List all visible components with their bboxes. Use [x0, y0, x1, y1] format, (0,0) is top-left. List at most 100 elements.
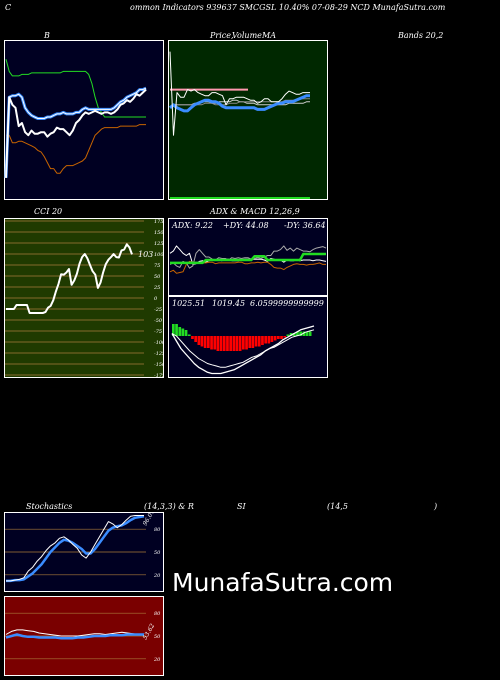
- bollinger-title: B: [44, 31, 50, 40]
- cci-tick-label: 150: [154, 230, 164, 236]
- cci-tick-label: 50: [154, 274, 161, 280]
- macd-chart: 1025.51 1019.45 6.0599999999999: [168, 296, 328, 378]
- price-ma-fast: [169, 94, 310, 113]
- macd-histogram-bar: [238, 336, 242, 351]
- cci-tick-label: -125: [154, 351, 164, 357]
- macd-histogram-bar: [197, 336, 201, 345]
- price-volume-chart: [168, 40, 328, 200]
- cci-tick-label: -50: [154, 318, 163, 324]
- macd-histogram-bar: [232, 336, 236, 351]
- adx-plus-di-label: +DY: 44.08: [223, 221, 269, 230]
- stoch-params: (14,3,3) & R: [144, 502, 194, 511]
- rsi-tick-label: 80: [154, 611, 161, 617]
- macd-histogram-bar: [229, 336, 232, 351]
- rsi-title: SI: [237, 502, 246, 511]
- macd-histogram-bar: [207, 336, 210, 348]
- adx-green-line: [170, 252, 326, 265]
- macd-signal-line: [171, 329, 315, 368]
- macd-histogram-bar: [191, 336, 194, 339]
- bollinger-chart: [4, 40, 164, 200]
- rsi-tick-label: 50: [154, 634, 161, 640]
- cci-title: CCI 20: [34, 207, 63, 216]
- bb-upper-band: [5, 59, 146, 118]
- macd-histogram-bar: [194, 336, 197, 342]
- macd-histogram-bar: [181, 328, 185, 336]
- rsi-line: [5, 633, 144, 640]
- cci-tick-label: -175: [154, 373, 164, 378]
- cci-chart: 175 150 125 100 75 50 25 0 -25 -50 -75 -100 -125 -150…: [4, 218, 164, 378]
- macd-signal-label: 1019.45: [212, 299, 245, 308]
- stoch-tick-label: 80: [154, 527, 161, 533]
- rsi-line-white: [5, 629, 144, 637]
- stoch-tick-label: 50: [154, 550, 161, 556]
- macd-histogram-bar: [286, 334, 290, 336]
- macd-histogram-bar: [302, 331, 306, 336]
- bb-lower-band: [6, 124, 146, 174]
- adx-minus-di: [169, 245, 327, 269]
- cci-tick-label: -25: [154, 307, 162, 313]
- rsi-params-close: ): [434, 502, 438, 511]
- macd-hist-label: 6.0599999999999: [250, 299, 324, 308]
- macd-histogram-bar: [216, 336, 220, 351]
- stoch-k-line: [6, 515, 144, 582]
- macd-histogram-bar: [172, 324, 175, 336]
- price-title-b: Volume: [232, 31, 262, 40]
- page-title: ommon Indicators 939637 SMCGSL 10.40% 07…: [130, 3, 446, 12]
- adx-minus-di-label: -DY: 36.64: [284, 221, 326, 230]
- price-title-a: Price,: [210, 31, 234, 40]
- bb-middle-band-highlight: [5, 87, 147, 178]
- macd-histogram-bar: [273, 336, 277, 341]
- macd-histogram-bar: [175, 324, 178, 336]
- macd-histogram-bar: [299, 331, 302, 336]
- adx-macd-title: ADX & MACD 12,26,9: [210, 207, 300, 216]
- stochastics-title: Stochastics: [26, 502, 73, 511]
- adx-bg: [168, 218, 328, 296]
- macd-histogram-bar: [200, 336, 204, 347]
- adx-chart: ADX: 9.22 +DY: 44.08 -DY: 36.64: [168, 218, 328, 296]
- macd-histogram-bar: [283, 336, 287, 338]
- price-title-c: MA: [262, 31, 276, 40]
- macd-histogram-bar: [235, 336, 239, 351]
- macd-histogram-bar: [257, 336, 261, 347]
- macd-histogram-bar: [280, 336, 283, 339]
- macd-histogram-bar: [226, 336, 229, 351]
- header-c-letter: C: [5, 3, 12, 12]
- adx-value-label: ADX: 9.22: [171, 221, 213, 230]
- watermark: MunafaSutra.com: [172, 568, 394, 597]
- price-bg: [168, 40, 328, 200]
- macd-histogram-bar: [277, 336, 280, 339]
- macd-histogram-bar: [270, 336, 274, 342]
- macd-histogram-bar: [210, 336, 213, 350]
- bands-title: Bands 20,2: [398, 31, 444, 40]
- macd-histogram-bar: [264, 336, 267, 344]
- macd-histogram-bar: [267, 336, 271, 344]
- rsi-params: (14,5: [327, 502, 348, 511]
- price-line: [169, 51, 310, 136]
- cci-tick-label: 75: [154, 263, 160, 269]
- macd-histogram-bar: [254, 336, 258, 347]
- macd-histogram-bar: [187, 334, 191, 336]
- macd-value-label: 1025.51: [172, 299, 205, 308]
- bb-price-line: [5, 88, 147, 178]
- macd-histogram-bar: [248, 336, 252, 348]
- macd-histogram-bar: [219, 336, 223, 351]
- cci-tick-label: 25: [153, 285, 160, 291]
- cci-tick-label: -100: [154, 340, 164, 346]
- bollinger-bg: [4, 40, 164, 200]
- macd-histogram-bar: [203, 336, 207, 348]
- stoch-tick-label: 20: [153, 573, 161, 579]
- cci-tick-label: 125: [154, 241, 164, 247]
- cci-tick-label: -150: [154, 362, 164, 368]
- macd-histogram-bar: [178, 327, 182, 336]
- cci-tick-label: 175: [154, 219, 164, 225]
- macd-histogram-bar: [305, 331, 309, 336]
- macd-histogram-bar: [184, 330, 188, 336]
- cci-line: [6, 243, 133, 314]
- macd-histogram-bar: [245, 336, 248, 350]
- cci-last-value: 103: [138, 250, 153, 259]
- macd-histogram-bar: [292, 333, 296, 336]
- macd-line: [171, 325, 315, 375]
- cci-tick-label: 0: [154, 296, 158, 302]
